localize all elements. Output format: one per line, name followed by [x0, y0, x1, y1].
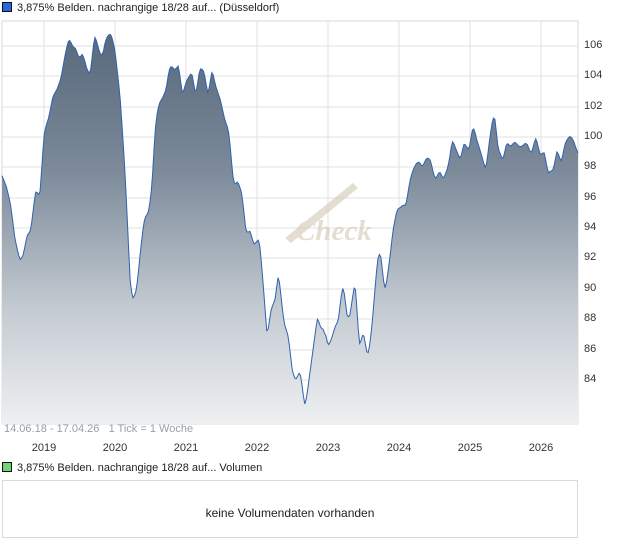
- svg-text:Check: Check: [296, 215, 372, 247]
